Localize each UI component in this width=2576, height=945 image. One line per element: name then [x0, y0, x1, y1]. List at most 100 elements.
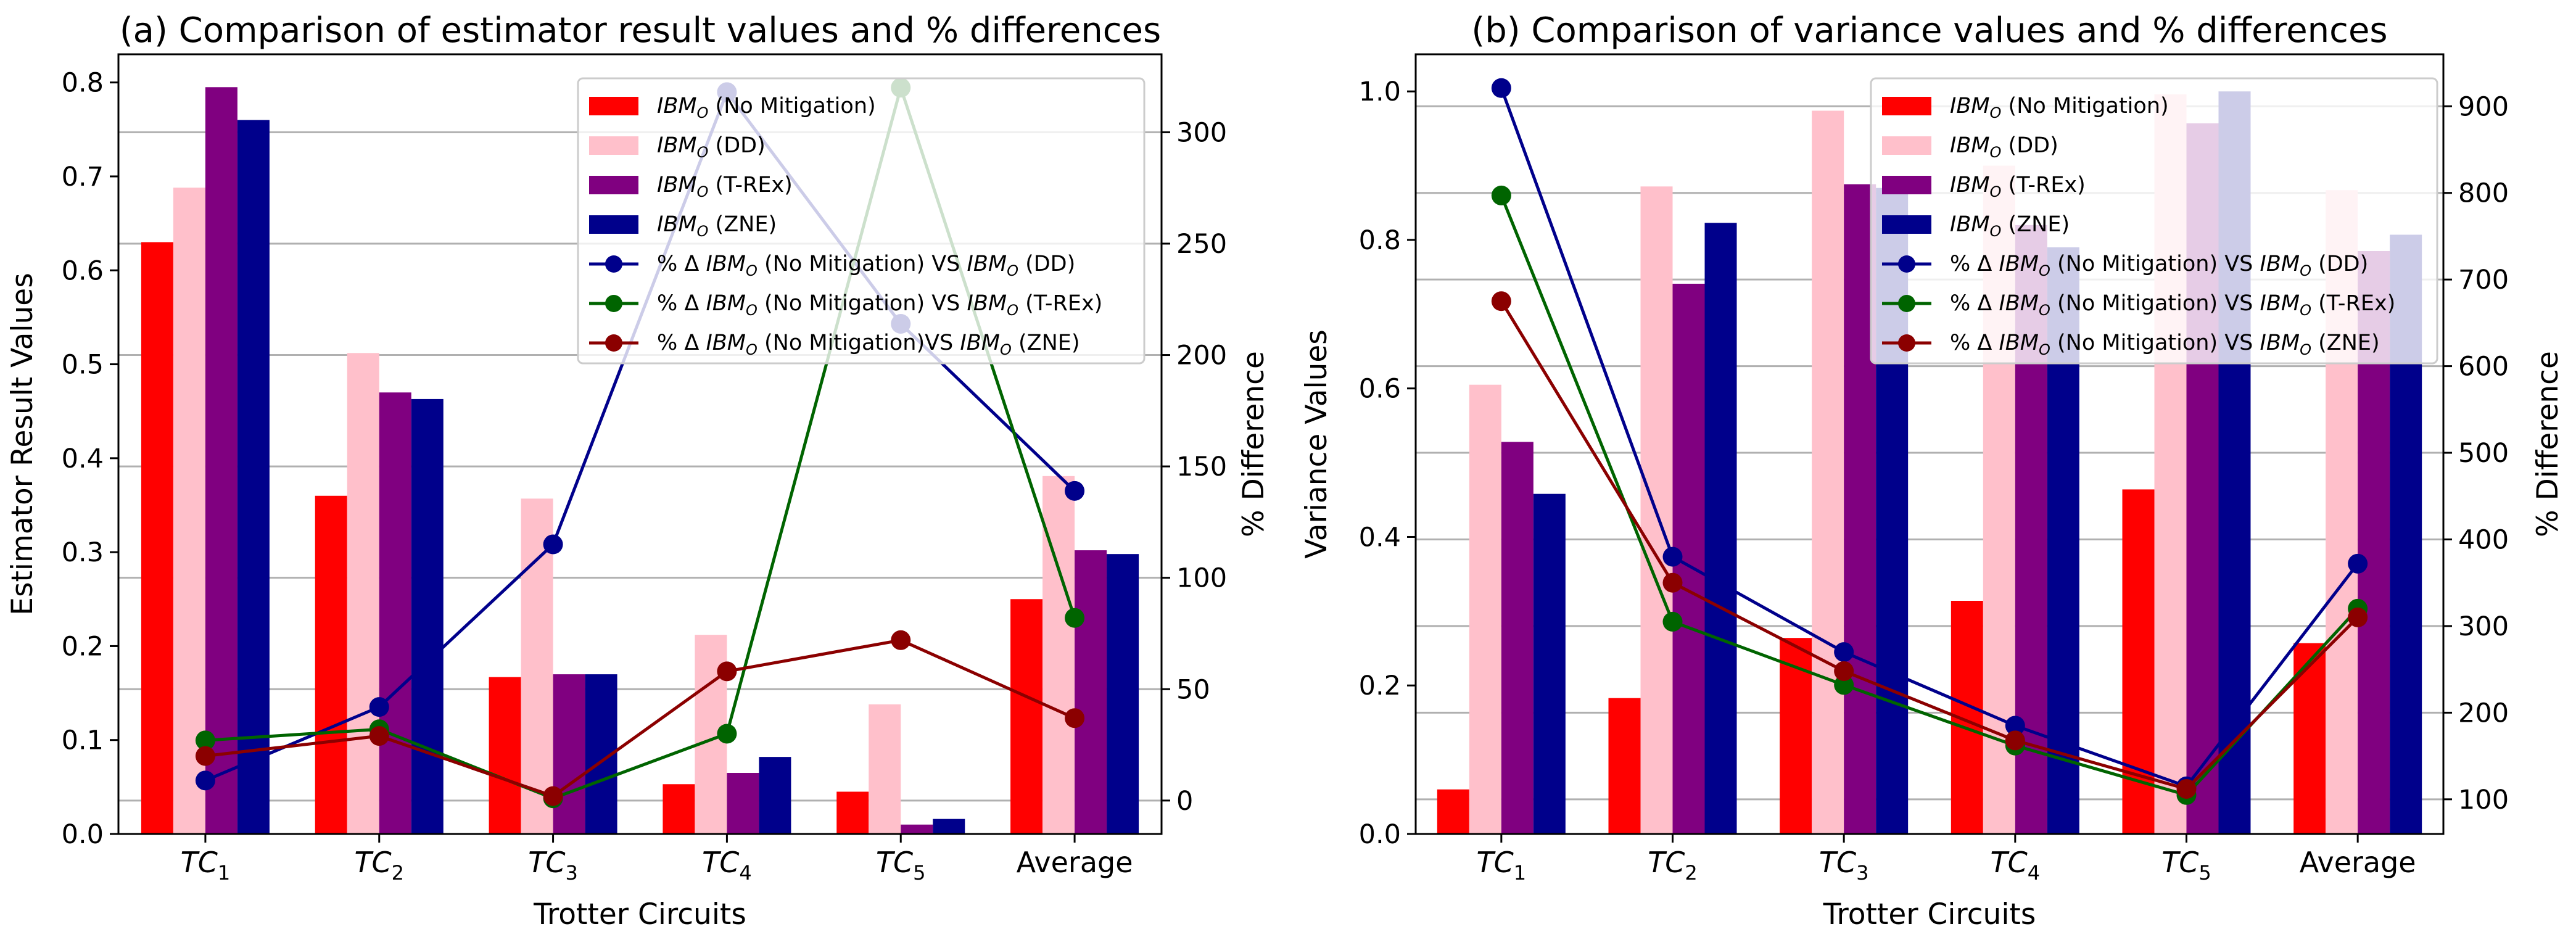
legend-bar-entry: IBMO (No Mitigation) — [657, 94, 876, 122]
legend-frame — [1870, 77, 2438, 365]
legend-ibm: IBM — [1999, 331, 2039, 355]
legend-bar-entry: IBMO (ZNE) — [657, 212, 777, 240]
y-tick-label: 0.0 — [1359, 819, 1401, 850]
x-axis-label: Trotter Circuits — [533, 898, 746, 931]
line-point — [1834, 675, 1854, 695]
legend-bar-name: (ZNE) — [708, 212, 777, 237]
y2-tick-label: 900 — [2458, 91, 2509, 122]
legend-line-ref: (ZNE) — [1012, 331, 1080, 355]
legend-line-ref: (T-REx) — [1018, 291, 1102, 316]
legend-bar-name: (T-REx) — [2001, 173, 2085, 197]
x-axis-label: Trotter Circuits — [1823, 898, 2036, 931]
y2-tick-label: 100 — [2458, 785, 2509, 815]
y-tick-label: 0.7 — [62, 162, 104, 192]
line-point — [1491, 291, 1511, 312]
x-tick-label: TC4 — [702, 846, 752, 885]
legend-line-name: (No Mitigation) VS — [2050, 331, 2260, 355]
legend-ibm-subscript: O — [1990, 223, 2002, 240]
x-tick-label-subscript: 4 — [2028, 861, 2040, 885]
line-point — [2176, 778, 2197, 799]
bar — [1437, 789, 1469, 834]
legend-bar-swatch — [589, 136, 638, 155]
bar — [1042, 476, 1075, 834]
line-point — [543, 534, 563, 555]
legend-bar-entry: IBMO (No Mitigation) — [1950, 94, 2169, 122]
x-tick-label: TC4 — [1991, 846, 2041, 885]
bar — [836, 791, 869, 834]
bar — [141, 242, 173, 834]
x-tick-label-subscript: 5 — [2198, 861, 2211, 885]
y-tick-label: 0.8 — [1359, 225, 1401, 256]
x-tick-label: TC1 — [181, 846, 231, 885]
legend-pct: % Δ — [1950, 252, 1999, 276]
legend-bar-swatch — [1882, 136, 1931, 155]
y2-tick-label: 0 — [1176, 786, 1193, 817]
bar — [173, 188, 205, 834]
x-tick-label: Average — [1017, 846, 1133, 879]
legend-line-entry: % Δ IBMO (No Mitigation) VS IBMO (T-REx) — [657, 291, 1102, 319]
bar — [379, 392, 411, 834]
x-tick-label-subscript: 3 — [1856, 861, 1868, 885]
x-tick-label-main: TC — [1648, 846, 1685, 879]
x-tick-label: TC5 — [2161, 846, 2211, 885]
bar — [933, 819, 965, 834]
x-tick-label-main: TC — [1819, 846, 1856, 879]
bar — [759, 757, 791, 834]
legend-ibm-subscript: O — [746, 341, 758, 358]
legend-ibm: IBM — [1950, 133, 1990, 158]
y2-tick-label: 500 — [2458, 438, 2509, 469]
legend-line-ref: (DD) — [2311, 252, 2368, 276]
x-tick-label-main: Average — [1017, 846, 1133, 879]
bar — [411, 398, 444, 834]
y-tick-label: 0.5 — [62, 350, 104, 381]
bar — [521, 498, 553, 834]
x-tick-label-main: TC — [1477, 846, 1514, 879]
legend-bar-name: (No Mitigation) — [2001, 94, 2168, 118]
series-line — [1500, 87, 2359, 788]
legend-line-marker — [1898, 255, 1915, 273]
line-point — [1491, 78, 1511, 98]
legend-ibm-subscript: O — [746, 262, 758, 279]
legend-ibm: IBM — [706, 252, 746, 276]
legend: IBMO (No Mitigation)IBMO (DD)IBMO (T-REx… — [577, 77, 1146, 365]
legend-ibm: IBM — [1999, 291, 2039, 316]
legend-ibm: IBM — [1950, 173, 1990, 197]
legend-bar-entry: IBMO (T-REx) — [1950, 173, 2086, 200]
bar — [347, 353, 379, 834]
bar — [1704, 223, 1737, 834]
legend-ibm-subscript: O — [1007, 302, 1018, 319]
line-point — [1065, 481, 1085, 501]
bar — [237, 120, 270, 834]
legend-ibm: IBM — [967, 291, 1007, 316]
bar — [1107, 554, 1139, 834]
series-line — [1500, 194, 2359, 797]
legend-line-entry: % Δ IBMO (No Mitigation) VS IBMO (DD) — [1950, 252, 2368, 279]
legend-pct: % Δ — [1950, 331, 1999, 355]
y2-axis-label: % Difference — [1237, 351, 1271, 537]
plot-frame — [1414, 53, 2445, 835]
y-tick-label: 0.0 — [62, 819, 104, 850]
bar — [205, 87, 237, 834]
y2-tick-label: 800 — [2458, 178, 2509, 209]
x-tick-label-main: TC — [181, 846, 218, 879]
legend-line-entry: % Δ IBMO (No Mitigation) VS IBMO (DD) — [657, 252, 1075, 279]
legend-pct: % Δ — [657, 252, 706, 276]
line-point — [195, 730, 215, 751]
y-tick-label: 0.1 — [62, 725, 104, 756]
legend-line-name: (No Mitigation) VS — [758, 252, 967, 276]
legend-ibm-subscript: O — [697, 144, 709, 161]
line-point — [1834, 661, 1854, 681]
line-point — [369, 726, 389, 746]
bar — [663, 784, 695, 834]
x-tick-label-subscript: 3 — [566, 861, 578, 885]
line-point — [717, 724, 737, 744]
legend-bar-name: (No Mitigation) — [708, 94, 875, 118]
legend-bar-swatch — [1882, 97, 1931, 115]
line-point — [891, 630, 911, 650]
legend-bar-swatch — [589, 97, 638, 115]
legend-ibm: IBM — [1950, 94, 1990, 118]
series-line — [205, 638, 1076, 798]
legend-ibm: IBM — [657, 173, 697, 197]
y2-tick-label: 50 — [1176, 674, 1210, 705]
bar — [901, 824, 933, 834]
